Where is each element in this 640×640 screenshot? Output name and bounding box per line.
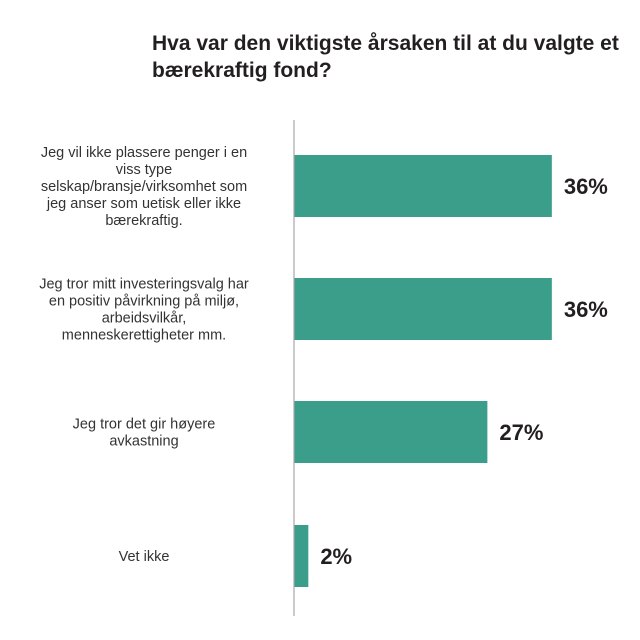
category-label-3: Jeg tror det gir høyere avkastning: [73, 417, 216, 450]
category-label-line: Jeg vil ikke plassere penger i en: [41, 145, 247, 161]
category-label-2: Jeg tror mitt investeringsvalg har en pos…: [39, 277, 249, 344]
category-label-line: bærekraftig.: [105, 213, 182, 229]
category-label-line: selskap/bransje/virksomhet som: [41, 179, 247, 195]
category-label-line: arbeidsvilkår,: [102, 311, 187, 327]
bar-2: [294, 278, 552, 340]
category-label-line: jeg anser som uetisk eller ikke: [46, 196, 241, 212]
category-label-1: Jeg vil ikke plassere penger i en viss ty…: [41, 145, 247, 229]
value-label-3: 27%: [499, 420, 543, 445]
bar-4: [294, 525, 309, 587]
category-label-line: en positiv påvirkning på miljø,: [49, 294, 239, 310]
category-label-line: Jeg tror det gir høyere: [73, 417, 216, 433]
category-label-4: Vet ikke: [119, 549, 170, 565]
category-labels-group: Jeg vil ikke plassere penger i en viss ty…: [39, 145, 249, 565]
category-label-line: Vet ikke: [119, 549, 170, 565]
value-label-2: 36%: [564, 297, 608, 322]
category-label-line: menneskerettigheter mm.: [62, 328, 226, 344]
category-label-line: viss type: [116, 162, 172, 178]
category-label-line: avkastning: [109, 434, 178, 450]
bar-3: [294, 401, 488, 463]
bars-group: [294, 155, 552, 587]
chart-title: Hva var den viktigste årsaken til at du …: [152, 32, 619, 82]
value-label-4: 2%: [320, 544, 352, 569]
bar-1: [294, 155, 552, 217]
value-labels-group: 36% 36% 27% 2%: [320, 174, 608, 569]
value-label-1: 36%: [564, 174, 608, 199]
category-label-line: Jeg tror mitt investeringsvalg har: [39, 277, 249, 293]
